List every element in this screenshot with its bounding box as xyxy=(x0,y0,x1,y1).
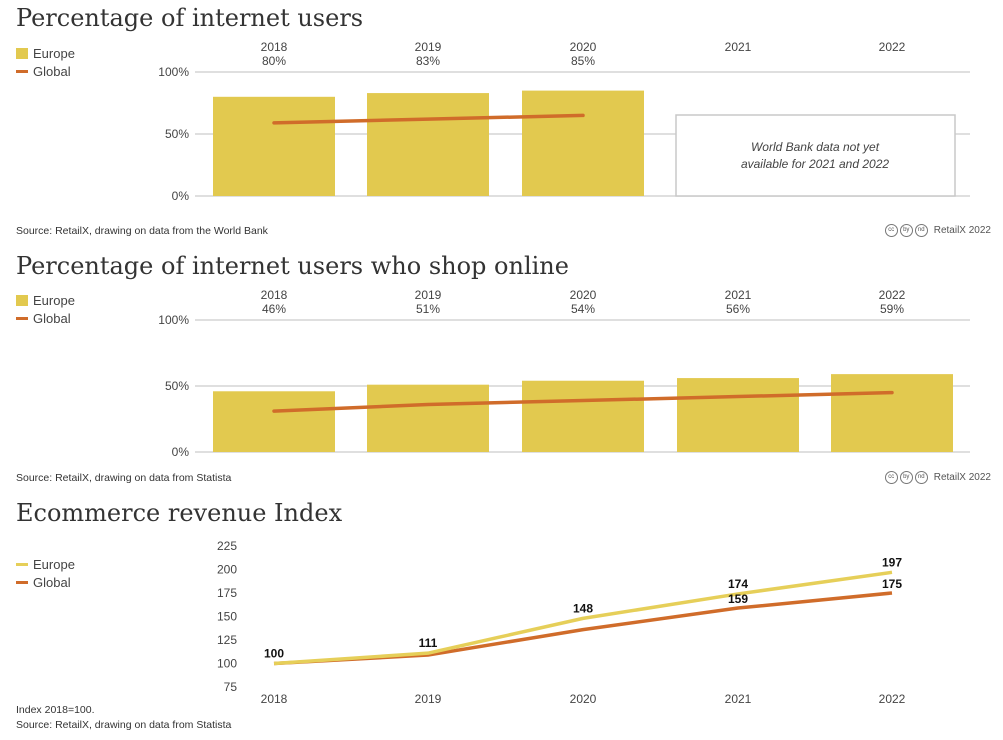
by-icon: by xyxy=(899,224,913,237)
legend-europe-label: Europe xyxy=(33,45,75,61)
value-label: 46% xyxy=(262,302,286,316)
europe-point-label: 148 xyxy=(573,601,593,615)
legend-global: Global xyxy=(16,309,75,327)
chart3-legend: Europe Global xyxy=(16,555,75,591)
chart3-title: Ecommerce revenue Index xyxy=(16,499,343,527)
cc-license-2: cc by nd RetailX 2022 xyxy=(884,471,991,484)
europe-point-label: 197 xyxy=(882,555,902,569)
legend-global-label: Global xyxy=(33,63,71,79)
line-global xyxy=(272,113,585,125)
credit-text: RetailX 2022 xyxy=(933,472,991,483)
value-label: 85% xyxy=(571,54,595,68)
y-tick-label: 0% xyxy=(172,445,190,459)
x-category-label: 2021 xyxy=(725,288,752,302)
europe-point-label: 174 xyxy=(728,577,748,591)
chart3-note: Index 2018=100. xyxy=(16,704,95,716)
x-category-label: 2022 xyxy=(879,40,906,54)
bar-europe xyxy=(213,96,335,196)
credit-text: RetailX 2022 xyxy=(933,225,991,236)
y-tick-label: 150 xyxy=(217,610,237,624)
value-label: 80% xyxy=(262,54,286,68)
chart2-title: Percentage of internet users who shop on… xyxy=(16,252,569,280)
cc-icon: cc xyxy=(884,224,898,237)
nd-icon: nd xyxy=(914,471,928,484)
legend-global: Global xyxy=(16,62,75,80)
nd-icon: nd xyxy=(914,224,928,237)
x-category-label: 2020 xyxy=(570,288,597,302)
legend-europe: Europe xyxy=(16,44,75,62)
chart2-source: Source: RetailX, drawing on data from St… xyxy=(16,472,232,484)
bar-europe xyxy=(522,380,644,452)
legend-europe: Europe xyxy=(16,555,75,573)
annotation-text-line2: available for 2021 and 2022 xyxy=(741,157,889,171)
y-tick-label: 100 xyxy=(217,657,237,671)
x-category-label: 2022 xyxy=(879,288,906,302)
cc-icon: cc xyxy=(884,471,898,484)
x-category-label: 2018 xyxy=(261,288,288,302)
legend-global-swatch xyxy=(16,580,28,584)
y-tick-label: 50% xyxy=(165,379,189,393)
chart1-source: Source: RetailX, drawing on data from th… xyxy=(16,225,268,237)
x-category-label: 2019 xyxy=(415,288,442,302)
by-icon: by xyxy=(899,471,913,484)
global-point-label: 159 xyxy=(728,592,748,606)
line-europe xyxy=(273,570,893,666)
annotation-box xyxy=(675,114,956,197)
x-category-label: 2021 xyxy=(725,692,752,706)
x-category-label: 2018 xyxy=(261,692,288,706)
value-label: 51% xyxy=(416,302,440,316)
legend-europe-swatch xyxy=(16,562,28,566)
x-category-label: 2019 xyxy=(415,692,442,706)
chart3-plot: 225 200 175 150 125 100 75 2018 2019 2020 2021 2022… xyxy=(217,539,906,706)
bar-europe xyxy=(831,374,953,452)
legend-global-label: Global xyxy=(33,310,71,326)
y-tick-label: 125 xyxy=(217,633,237,647)
chart3-source: Source: RetailX, drawing on data from St… xyxy=(16,719,232,731)
bar-europe xyxy=(213,391,335,452)
x-category-label: 2018 xyxy=(261,40,288,54)
y-tick-label: 225 xyxy=(217,539,237,553)
legend-global-swatch xyxy=(16,69,28,73)
europe-point-label: 100 xyxy=(264,647,284,661)
chart2-legend: Europe Global xyxy=(16,291,75,327)
y-tick-label: 100% xyxy=(158,65,189,79)
global-point-label: 175 xyxy=(882,577,902,591)
value-label: 59% xyxy=(880,302,904,316)
europe-point-label: 111 xyxy=(419,636,438,650)
value-label: 83% xyxy=(416,54,440,68)
annotation-text-line1: World Bank data not yet xyxy=(751,140,880,154)
line-global xyxy=(272,390,894,413)
chart1-legend: Europe Global xyxy=(16,44,75,80)
y-tick-label: 100% xyxy=(158,313,189,327)
chart1-title: Percentage of internet users xyxy=(16,4,364,32)
legend-global-swatch xyxy=(16,316,28,320)
x-category-label: 2021 xyxy=(725,40,752,54)
legend-global-label: Global xyxy=(33,574,71,590)
bar-europe xyxy=(522,90,644,196)
legend-europe-label: Europe xyxy=(33,292,75,308)
value-label: 56% xyxy=(726,302,750,316)
legend-europe-swatch xyxy=(16,47,28,59)
x-category-label: 2022 xyxy=(879,692,906,706)
y-tick-label: 200 xyxy=(217,563,237,577)
y-tick-label: 175 xyxy=(217,586,237,600)
y-tick-label: 50% xyxy=(165,127,189,141)
legend-europe-swatch xyxy=(16,294,28,306)
legend-europe: Europe xyxy=(16,291,75,309)
value-label: 54% xyxy=(571,302,595,316)
legend-europe-label: Europe xyxy=(33,556,75,572)
bar-europe xyxy=(677,378,799,452)
y-tick-label: 75 xyxy=(224,680,238,694)
legend-global: Global xyxy=(16,573,75,591)
x-category-label: 2019 xyxy=(415,40,442,54)
y-tick-label: 0% xyxy=(172,189,190,203)
x-category-label: 2020 xyxy=(570,692,597,706)
bar-europe xyxy=(367,384,489,452)
bar-europe xyxy=(367,93,489,196)
x-category-label: 2020 xyxy=(570,40,597,54)
cc-license-1: cc by nd RetailX 2022 xyxy=(884,224,991,237)
